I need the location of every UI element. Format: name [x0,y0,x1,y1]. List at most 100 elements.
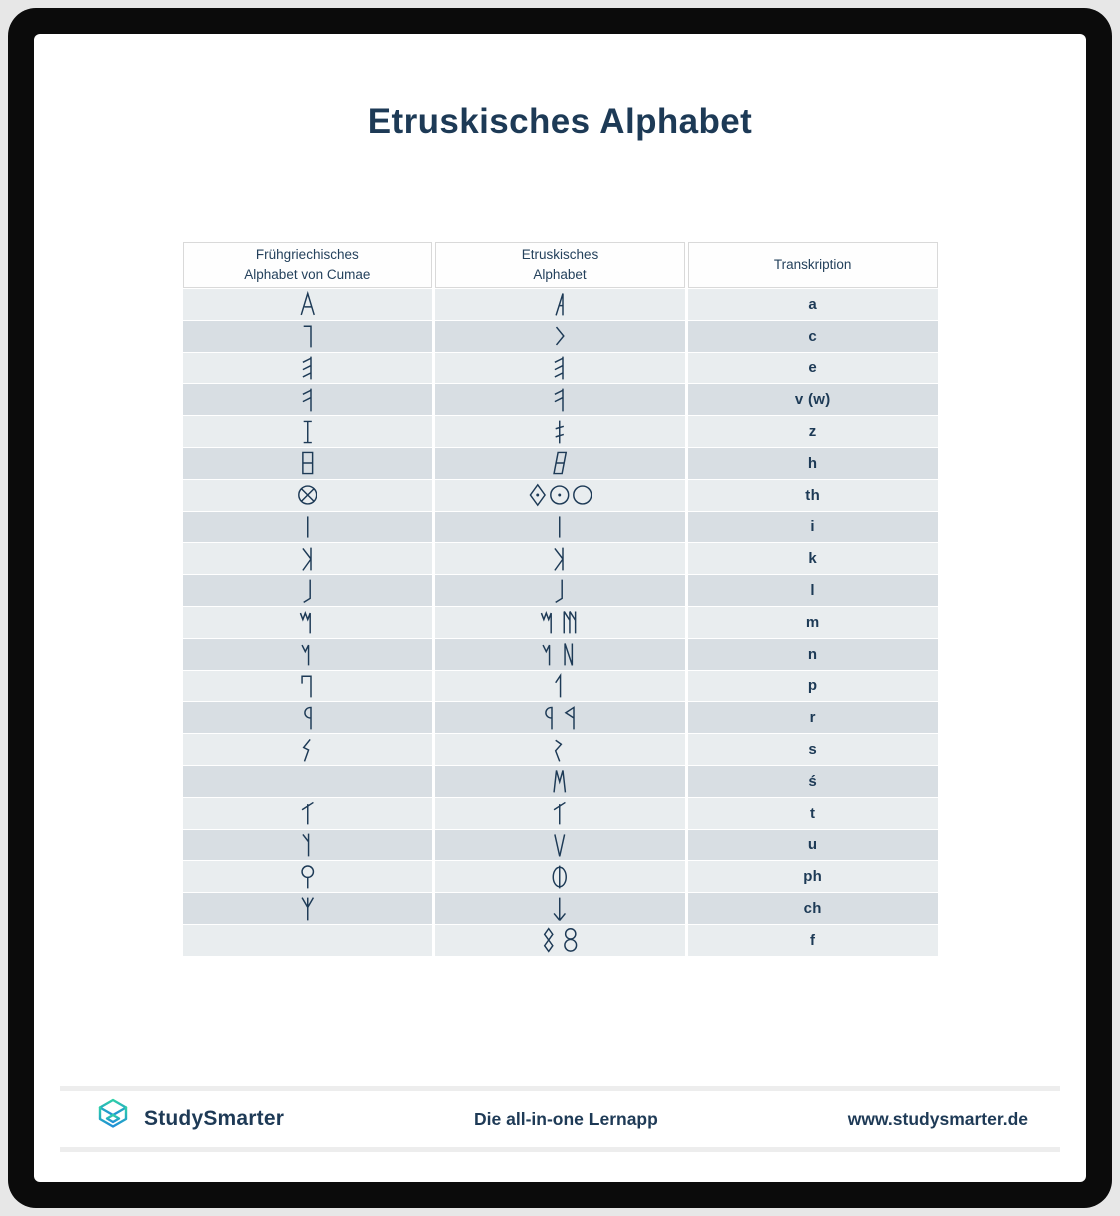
table-row: u [182,829,938,861]
greek-letter-cell [182,543,433,575]
transcription-value: p [807,677,818,695]
mu-three-legs-glyph [564,611,577,634]
nu-zigzag-tail-glyph [300,644,309,666]
upsilon-branch-glyph [301,833,309,857]
brand-lockup: StudySmarter [92,1097,284,1141]
san-m-shape-glyph [553,770,567,793]
table-header-row: Frühgriechisches Alphabet von Cumae Etru… [182,242,938,288]
pi-hooked-glyph [300,675,312,698]
etruscan-letter-cell [435,289,685,320]
kappa-mirrored-glyph [301,547,312,571]
etruscan-letter-cell [435,765,685,797]
transcription-cell: l [687,575,938,606]
transcription-value: th [805,486,821,504]
p-flag-glyph [555,672,562,698]
e-mirrored-slant-glyph [302,356,312,380]
theta-crossed-glyph [297,485,317,505]
etruscan-letter-cell [435,320,685,352]
etruscan-letter-cell [435,352,685,384]
etruscan-letter-cell [435,670,685,702]
greek-letter-cell [182,416,433,447]
alpha-pointed-glyph [300,291,315,316]
psi-trident-glyph [301,896,314,920]
footer-tagline: Die all-in-one Lernapp [474,1108,658,1129]
greek-letter-cell [182,352,433,384]
eight-angular-glyph [543,927,554,953]
nu-zigzag-tail-glyph [542,644,551,666]
table-row: h [182,447,938,479]
greek-letter-cell [182,893,433,924]
table-row: ch [182,893,938,924]
transcription-cell: f [687,924,938,956]
greek-letter-cell [182,479,433,511]
etruscan-letter-cell [435,924,685,956]
transcription-value: l [810,582,815,600]
transcription-cell: th [687,479,938,511]
etruscan-letter-cell [435,447,685,479]
greek-letter-cell [182,289,433,320]
table-row: p [182,670,938,702]
mu-zigzag-tail-glyph [299,611,311,634]
transcription-cell: m [687,606,938,638]
greek-letter-cell [182,829,433,861]
tau-slanted-cross-glyph [301,801,314,825]
table-row: v (w) [182,384,938,416]
v-plain-glyph [554,834,566,857]
etruscan-letter-cell [435,734,685,765]
theta-circle-dot-glyph [550,485,570,505]
transcription-cell: n [687,638,938,670]
rho-round-bowl-glyph [545,706,553,730]
chevron-right-glyph [556,326,565,346]
e-mirrored-slant-glyph [554,356,564,380]
table-row: th [182,479,938,511]
sigma-zigzag-reversed-glyph [555,739,563,762]
table-row: f [182,924,938,956]
transcription-value: c [808,327,817,345]
transcription-value: e [808,359,817,377]
heta-box-slanted-glyph [553,452,568,475]
alphabet-table: Frühgriechisches Alphabet von Cumae Etru… [182,242,938,956]
greek-letter-cell [182,384,433,416]
digamma-mirrored-glyph [554,388,564,412]
transcription-value: m [805,613,820,631]
transcription-value: a [808,295,817,313]
rho-round-bowl-glyph [303,706,312,730]
vertical-bar-glyph [306,516,309,538]
footer-bar: StudySmarter Die all-in-one Lernapp www.… [60,1086,1060,1152]
transcription-value: z [808,423,817,441]
table-row: a [182,289,938,320]
page-title: Etruskisches Alphabet [367,102,753,141]
heta-box-glyph [301,452,313,475]
a-right-vertical-glyph [555,293,564,316]
etruscan-letter-cell [435,511,685,543]
transcription-cell: ch [687,893,938,924]
vertical-bar-glyph [559,516,561,538]
brand-name: StudySmarter [144,1107,285,1130]
header-etruscan-column: Etruskisches Alphabet [435,242,685,288]
transcription-value: h [807,454,818,472]
etruscan-letter-cell [435,416,685,447]
etruscan-letter-cell [435,829,685,861]
greek-letter-cell [182,765,433,797]
transcription-cell: u [687,829,938,861]
arrow-down-glyph [553,897,567,921]
mu-zigzag-tail-glyph [540,611,552,634]
etruscan-letter-cell [435,479,685,511]
table-row: l [182,575,938,606]
table-row: n [182,638,938,670]
greek-letter-cell [182,320,433,352]
header-transcription-column: Transkription [687,242,938,288]
footer-website: www.studysmarter.de [847,1108,1028,1129]
transcription-cell: e [687,352,938,384]
greek-letter-cell [182,670,433,702]
greek-letter-cell [182,638,433,670]
transcription-value: s [808,741,817,759]
greek-letter-cell [182,511,433,543]
table-row: i [182,511,938,543]
greek-letter-cell [182,702,433,734]
etruscan-letter-cell [435,575,685,606]
transcription-cell: i [687,511,938,543]
greek-letter-cell [182,924,433,956]
phi-stemmed-circle-glyph [300,865,314,889]
